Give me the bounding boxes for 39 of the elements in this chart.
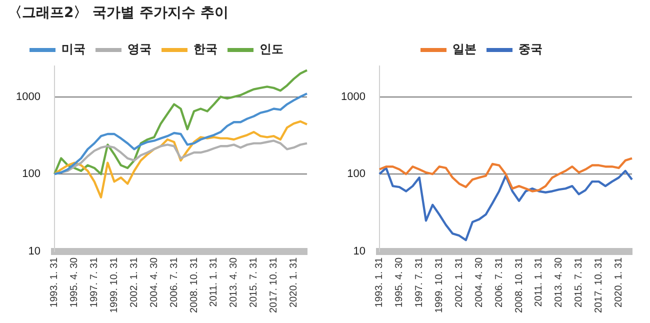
x-tick-label: 2015. 7. 31 bbox=[574, 256, 585, 308]
x-tick-label: 2015. 7. 31 bbox=[248, 256, 260, 308]
y-tick-label: 10 bbox=[353, 245, 366, 258]
x-tick-label: 2013. 4. 30 bbox=[554, 256, 565, 308]
legend-label: 중국 bbox=[518, 42, 542, 56]
x-tick-label: 2013. 4. 30 bbox=[228, 256, 240, 308]
x-tick-label: 1997. 7. 31 bbox=[414, 256, 426, 308]
y-tick-label: 1000 bbox=[16, 90, 40, 103]
y-tick-label: 10 bbox=[28, 245, 40, 258]
x-tick-label: 2006. 7. 31 bbox=[168, 256, 180, 308]
x-tick-label: 2017. 10. 31 bbox=[594, 256, 605, 314]
x-tick-label: 2002. 1. 31 bbox=[454, 256, 465, 308]
y-tick-label: 100 bbox=[347, 168, 366, 180]
x-tick-label: 1995. 4. 30 bbox=[394, 256, 406, 308]
x-tick-label: 2020. 1. 31 bbox=[613, 256, 624, 308]
legend-label: 일본 bbox=[452, 42, 476, 56]
chart-title: 〈그래프2〉 국가별 주가지수 추이 bbox=[8, 4, 228, 22]
x-tick-label: 2011. 1. 31 bbox=[208, 256, 220, 307]
x-tick-label: 1997. 7. 31 bbox=[89, 256, 100, 308]
x-tick-label: 2002. 1. 31 bbox=[128, 256, 140, 308]
y-tick-label: 100 bbox=[22, 168, 40, 180]
x-tick-label: 2004. 4. 30 bbox=[148, 256, 160, 308]
legend-label: 인도 bbox=[260, 42, 284, 56]
x-tick-label: 2011. 1. 31 bbox=[534, 256, 545, 307]
x-tick-label: 2004. 4. 30 bbox=[474, 256, 485, 308]
x-tick-label: 1993. 1. 31 bbox=[374, 256, 386, 308]
x-tick-label: 2017. 10. 31 bbox=[268, 256, 280, 314]
x-tick-label: 1993. 1. 31 bbox=[49, 256, 60, 308]
x-tick-label: 1999. 10. 31 bbox=[434, 256, 446, 314]
legend-label: 미국 bbox=[62, 42, 86, 56]
x-tick-label: 2006. 7. 31 bbox=[494, 256, 505, 308]
x-tick-label: 1995. 4. 30 bbox=[69, 256, 80, 308]
x-tick-label: 2008. 10. 31 bbox=[514, 256, 525, 314]
legend-label: 한국 bbox=[194, 42, 218, 56]
legend-label: 영국 bbox=[128, 42, 152, 56]
x-tick-label: 2008. 10. 31 bbox=[188, 256, 200, 314]
x-tick-label: 2020. 1. 31 bbox=[288, 256, 300, 308]
x-tick-label: 1999. 10. 31 bbox=[109, 256, 120, 314]
y-tick-label: 1000 bbox=[340, 90, 366, 103]
